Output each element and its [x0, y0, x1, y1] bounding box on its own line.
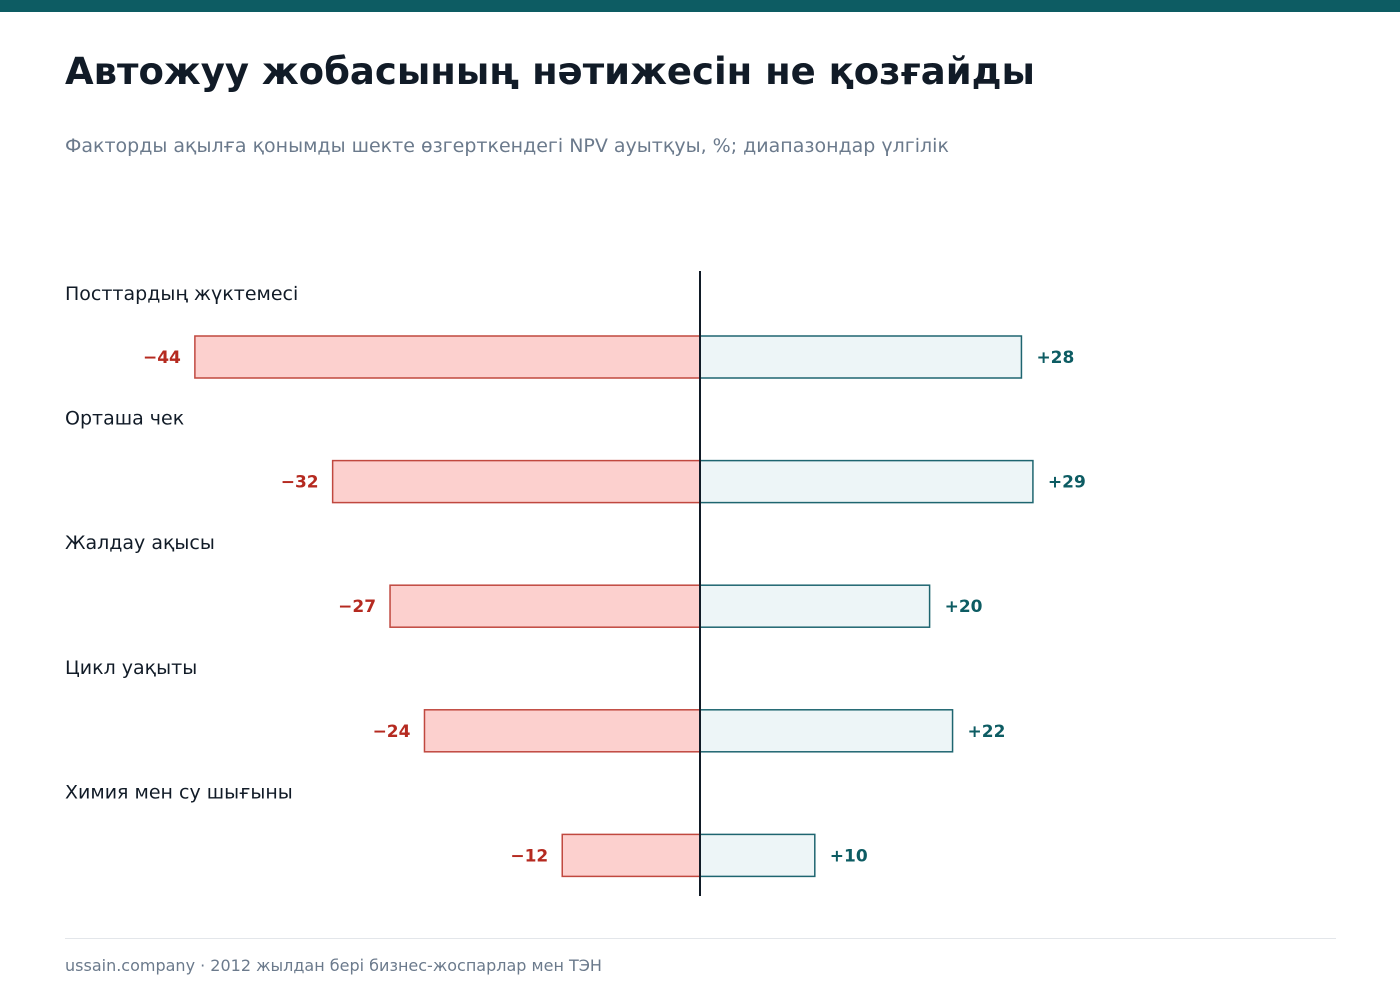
- bar-negative: [331, 459, 701, 504]
- category-label: Посттардың жүктемесі: [65, 283, 298, 305]
- bar-positive: [699, 584, 931, 628]
- bar-positive: [699, 709, 954, 753]
- value-label-negative: −32: [281, 473, 319, 493]
- bar-positive: [699, 335, 1023, 379]
- value-label-positive: +22: [968, 722, 1006, 742]
- bar-negative: [423, 709, 701, 753]
- value-label-negative: −12: [510, 846, 548, 866]
- bar-positive: [699, 459, 1034, 504]
- footer-source: ussain.company · 2012 жылдан бері бизнес…: [65, 956, 602, 975]
- value-label-negative: −44: [143, 348, 181, 368]
- value-label-negative: −24: [373, 722, 411, 742]
- value-label-positive: +28: [1036, 348, 1074, 368]
- bar-negative: [561, 833, 701, 878]
- value-label-positive: +10: [830, 846, 868, 866]
- footer-divider: [65, 938, 1336, 939]
- bar-negative: [389, 584, 701, 628]
- page-title: Автожуу жобасының нәтижесін не қозғайды: [65, 50, 1035, 93]
- bar-positive: [699, 833, 816, 878]
- category-label: Цикл уақыты: [65, 657, 197, 679]
- bar-negative: [194, 335, 701, 379]
- category-label: Химия мен су шығыны: [65, 781, 293, 803]
- value-label-positive: +29: [1048, 473, 1086, 493]
- category-label: Орташа чек: [65, 408, 184, 430]
- value-label-negative: −27: [338, 597, 376, 617]
- category-label: Жалдау ақысы: [65, 532, 215, 554]
- value-label-positive: +20: [945, 597, 983, 617]
- page-subtitle: Факторды ақылға қонымды шекте өзгерткенд…: [65, 135, 949, 157]
- top-accent-bar: [0, 0, 1400, 12]
